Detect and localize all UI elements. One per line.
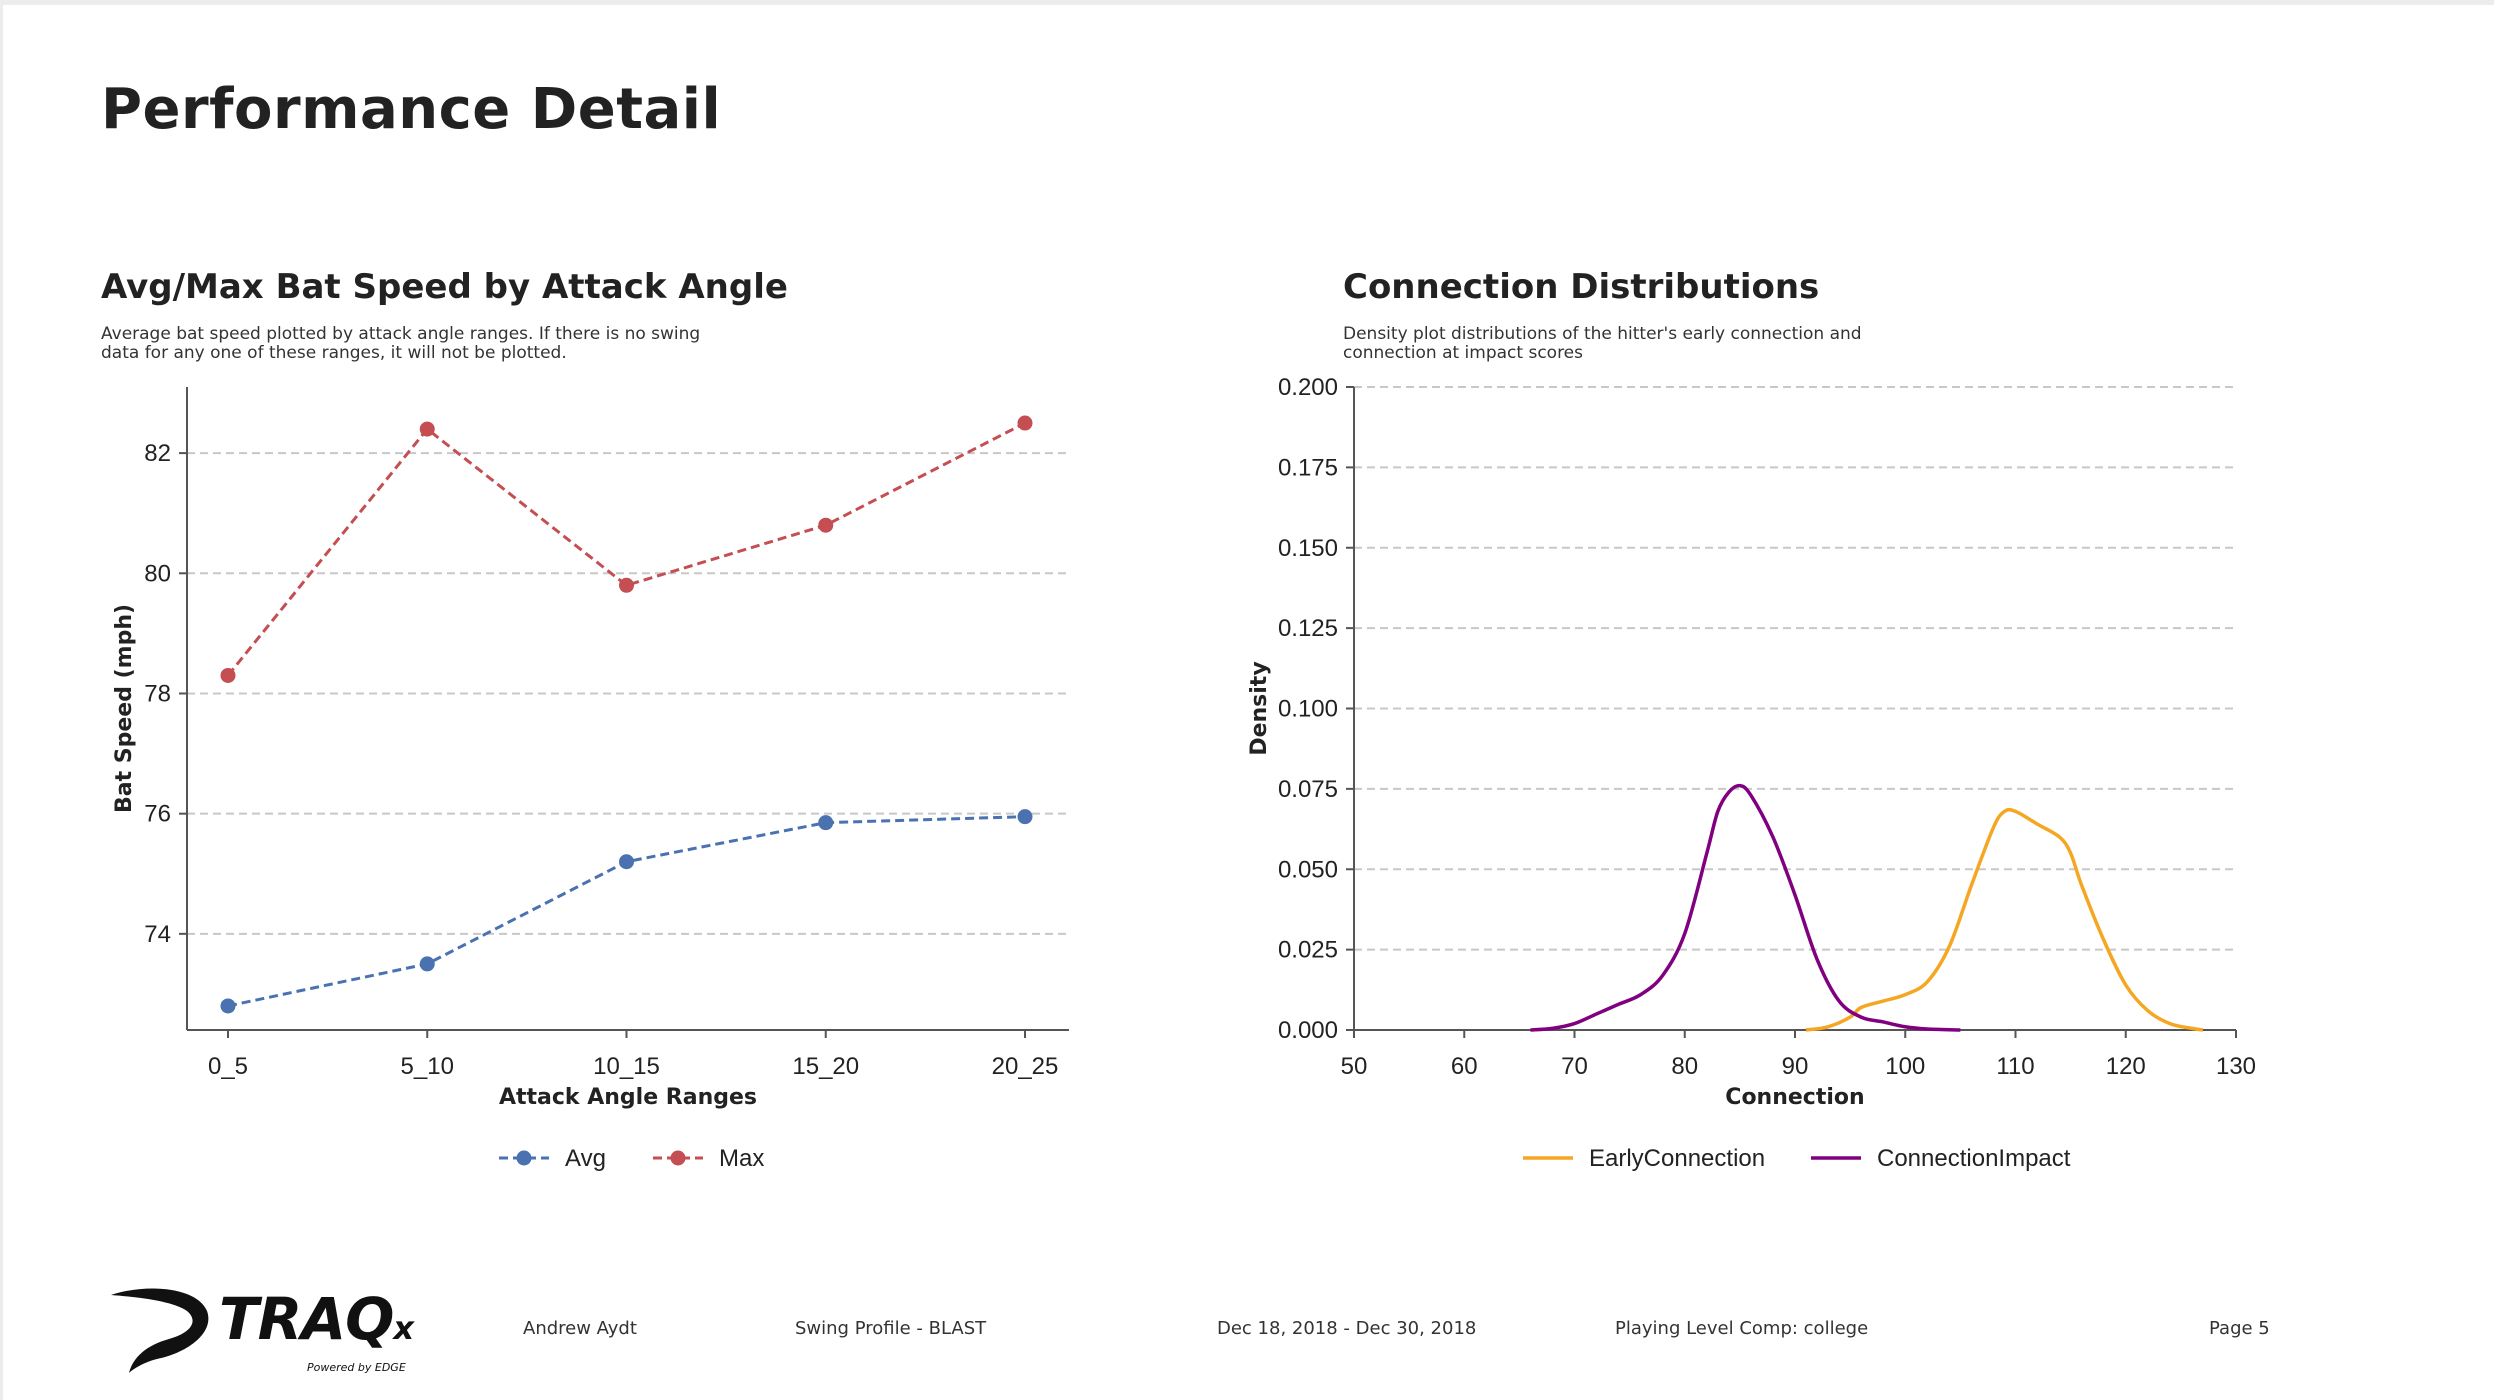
connection-description-line-2: connection at impact scores [1343,343,1584,363]
traqx-logo: TRAQx Powered by EDGE [107,1283,414,1380]
x-axis-label: Connection [1725,1085,1864,1110]
page-title: Performance Detail [101,77,722,142]
legend-label-connectionimpact: ConnectionImpact [1877,1145,2071,1172]
x-tick-label: 20_25 [992,1053,1059,1080]
data-point-max [818,517,834,533]
data-point-avg [1017,809,1033,825]
data-point-max [1017,415,1033,431]
legend-label-earlyconnection: EarlyConnection [1589,1145,1765,1172]
density-curve-connectionimpact [1530,783,1961,1032]
data-point-avg [818,815,834,831]
logo-subscript: x [393,1309,414,1347]
legend-label-avg: Avg [565,1145,606,1172]
x-tick-label: 50 [1341,1053,1368,1080]
x-tick-label: 90 [1782,1053,1809,1080]
series-line-max [226,421,1026,677]
logo-text: TRAQ [219,1285,394,1353]
y-axis-label: Density [1247,661,1272,755]
bat-speed-line-chart: 74 76 78 80 82 0_5 5_10 10_15 15_20 20_25 Attack A… [112,387,1069,1172]
footer-swing-profile: Swing Profile - BLAST [795,1318,987,1339]
legend-marker-max [670,1150,686,1166]
report-page: Performance Detail Avg/Max Bat Speed by … [3,5,2494,1400]
x-tick-label: 10_15 [593,1053,660,1080]
connection-description-line-1: Density plot distributions of the hitter… [1343,324,1862,344]
bat-speed-chart-description: Average bat speed plotted by attack angl… [101,325,801,363]
y-tick-label: 0.100 [1278,696,1338,723]
x-tick-label: 60 [1451,1053,1478,1080]
x-tick-label: 0_5 [208,1053,248,1080]
footer-playing-level: Playing Level Comp: college [1615,1318,1869,1339]
x-tick-label: 120 [2106,1053,2146,1080]
y-tick-label: 78 [144,680,171,707]
y-tick-label: 0.175 [1278,454,1338,481]
footer-player-name: Andrew Aydt [523,1318,637,1339]
y-tick-label: 0.000 [1278,1017,1338,1044]
x-tick-label: 130 [2216,1053,2256,1080]
data-point-max [619,577,634,593]
x-axis-label: Attack Angle Ranges [499,1085,757,1110]
legend-label-max: Max [719,1145,764,1172]
y-tick-label: 0.125 [1278,615,1338,642]
x-tick-label: 5_10 [401,1053,454,1080]
y-tick-label: 80 [144,560,171,587]
footer-page-number: Page 5 [2209,1318,2270,1339]
y-tick-label: 76 [144,801,171,828]
connection-density-chart: 0.000 0.025 0.050 0.075 0.100 0.125 0.150 0.175… [1247,374,2256,1172]
legend-marker-avg [516,1150,532,1166]
logo-powered-by: Powered by EDGE [307,1361,406,1374]
y-tick-label: 0.025 [1278,937,1338,964]
y-tick-label: 74 [144,921,171,948]
data-point-avg [619,854,634,870]
y-tick-label: 0.075 [1278,776,1338,803]
y-tick-label: 0.150 [1278,535,1338,562]
bat-speed-chart-title: Avg/Max Bat Speed by Attack Angle [101,267,788,307]
connection-chart-title: Connection Distributions [1343,267,1820,307]
data-point-avg [220,998,236,1014]
footer-date-range: Dec 18, 2018 - Dec 30, 2018 [1217,1318,1477,1339]
logo-wordmark: TRAQx [219,1285,414,1353]
x-tick-label: 110 [1996,1053,2034,1080]
y-tick-label: 0.050 [1278,856,1338,883]
x-tick-label: 100 [1885,1053,1925,1080]
bat-speed-description-line-2: data for any one of these ranges, it wil… [101,343,567,363]
connection-chart-description: Density plot distributions of the hitter… [1343,325,1943,363]
data-point-max [419,421,435,437]
swoosh-logo-icon [111,1288,209,1373]
y-tick-label: 82 [144,440,171,467]
data-point-max [220,667,236,683]
y-axis-label: Bat Speed (mph) [112,604,137,813]
x-tick-label: 70 [1561,1053,1588,1080]
bat-speed-description-line-1: Average bat speed plotted by attack angl… [101,324,701,344]
x-tick-label: 15_20 [792,1053,859,1080]
y-tick-label: 0.200 [1278,374,1338,401]
density-curve-earlyconnection [1805,807,2204,1032]
x-tick-label: 80 [1671,1053,1698,1080]
data-point-avg [419,956,435,972]
